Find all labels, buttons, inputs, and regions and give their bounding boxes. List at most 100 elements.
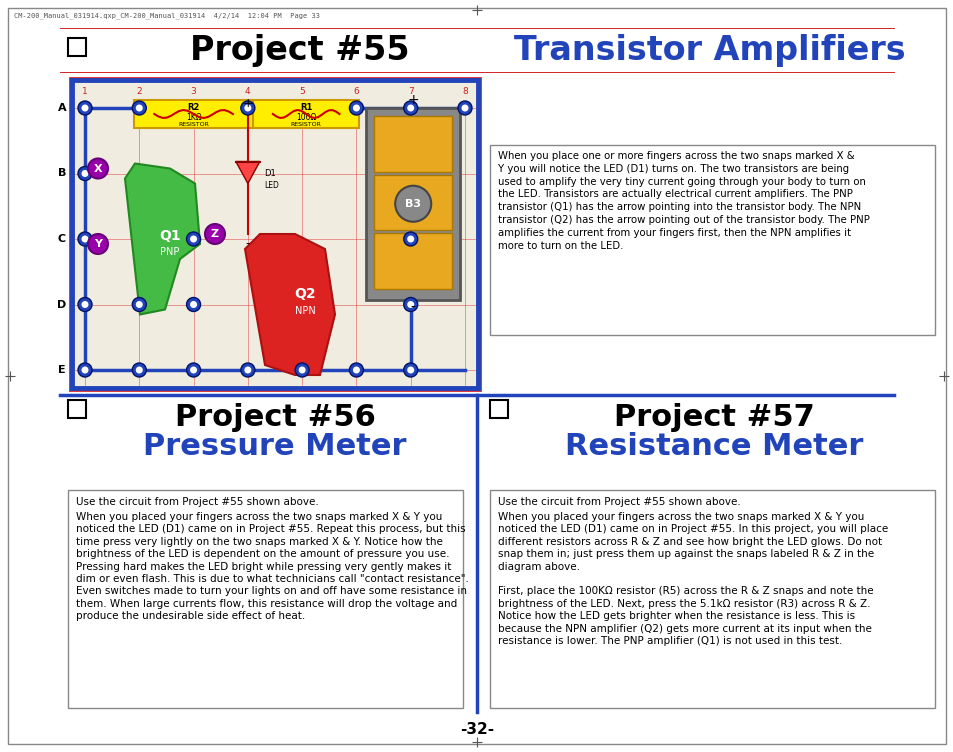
Circle shape [244,366,251,374]
Text: R1: R1 [299,102,312,111]
Bar [134,100,253,128]
Text: D: D [57,299,67,310]
Circle shape [457,101,472,115]
Circle shape [240,101,254,115]
Circle shape [244,105,251,111]
Polygon shape [235,162,259,183]
Text: Y: Y [94,239,102,249]
Bar [374,116,452,171]
Circle shape [88,234,108,254]
Circle shape [190,235,197,242]
Text: NPN: NPN [294,305,315,316]
Text: 7: 7 [408,87,414,96]
Circle shape [403,298,417,311]
Text: D1: D1 [264,169,275,178]
Bar [70,78,479,390]
Circle shape [132,298,146,311]
Text: +: + [407,93,418,107]
Text: E: E [58,365,66,375]
Bar [68,490,462,708]
Text: R2: R2 [187,102,199,111]
Circle shape [135,366,143,374]
Text: RESISTOR: RESISTOR [291,122,321,126]
Circle shape [353,366,359,374]
Circle shape [349,363,363,377]
Circle shape [395,186,431,222]
Bar [490,145,934,335]
Circle shape [403,232,417,246]
Text: 2: 2 [136,87,142,96]
Text: PNP: PNP [160,247,179,257]
Bar [68,38,86,56]
Text: When you place one or more fingers across the two snaps marked X &
Y you will no: When you place one or more fingers acros… [497,151,869,250]
Circle shape [78,166,91,180]
Text: Use the circuit from Project #55 shown above.: Use the circuit from Project #55 shown a… [497,497,740,507]
Bar [253,100,359,128]
Circle shape [240,363,254,377]
Text: Q1: Q1 [159,229,181,243]
Bar [70,78,479,390]
Circle shape [81,366,89,374]
Text: 5: 5 [299,87,305,96]
Circle shape [187,232,200,246]
Circle shape [461,105,468,111]
Text: 8: 8 [461,87,467,96]
Bar [490,400,507,418]
Circle shape [135,301,143,308]
Bar [490,490,934,708]
Text: When you placed your fingers across the two snaps marked X & Y you
noticed the L: When you placed your fingers across the … [76,512,468,621]
Circle shape [88,159,108,178]
Circle shape [205,224,225,244]
Bar [68,400,86,418]
Bar [366,108,459,299]
Text: -: - [245,237,250,250]
Text: Transistor Amplifiers: Transistor Amplifiers [514,34,904,67]
Bar [374,233,452,289]
Circle shape [403,363,417,377]
Text: 1: 1 [82,87,88,96]
Text: Q2: Q2 [294,287,315,302]
Polygon shape [125,163,200,314]
Text: CM-200_Manual_031914.qxp_CM-200_Manual_031914  4/2/14  12:04 PM  Page 33: CM-200_Manual_031914.qxp_CM-200_Manual_0… [14,12,319,19]
Text: Pressure Meter: Pressure Meter [143,432,406,461]
Circle shape [132,101,146,115]
Circle shape [294,363,309,377]
Text: Use the circuit from Project #55 shown above.: Use the circuit from Project #55 shown a… [76,497,318,507]
Circle shape [349,101,363,115]
Circle shape [187,298,200,311]
Circle shape [407,235,414,242]
Circle shape [403,101,417,115]
Text: Project #56: Project #56 [174,403,375,432]
Text: 100Ω: 100Ω [295,113,316,122]
Circle shape [187,363,200,377]
Text: Project #55: Project #55 [190,34,410,67]
Text: 3: 3 [191,87,196,96]
Circle shape [78,363,91,377]
Text: B: B [58,168,66,178]
Circle shape [407,366,414,374]
Text: 4: 4 [245,87,251,96]
Bar [374,174,452,230]
Circle shape [132,363,146,377]
Text: RESISTOR: RESISTOR [178,122,209,126]
Text: Resistance Meter: Resistance Meter [564,432,862,461]
Circle shape [81,170,89,177]
Circle shape [78,101,91,115]
Text: -32-: -32- [459,723,494,738]
Circle shape [190,366,197,374]
Circle shape [78,298,91,311]
Polygon shape [245,234,335,375]
Circle shape [190,301,197,308]
Text: B3: B3 [405,199,421,209]
Text: Project #57: Project #57 [613,403,814,432]
Circle shape [353,105,359,111]
Text: -: - [411,301,416,314]
Circle shape [78,232,91,246]
Circle shape [81,105,89,111]
Text: A: A [57,103,67,113]
Text: 6: 6 [354,87,359,96]
Text: LED: LED [264,181,278,190]
Text: C: C [58,234,66,244]
Circle shape [81,235,89,242]
Text: X: X [93,163,102,174]
